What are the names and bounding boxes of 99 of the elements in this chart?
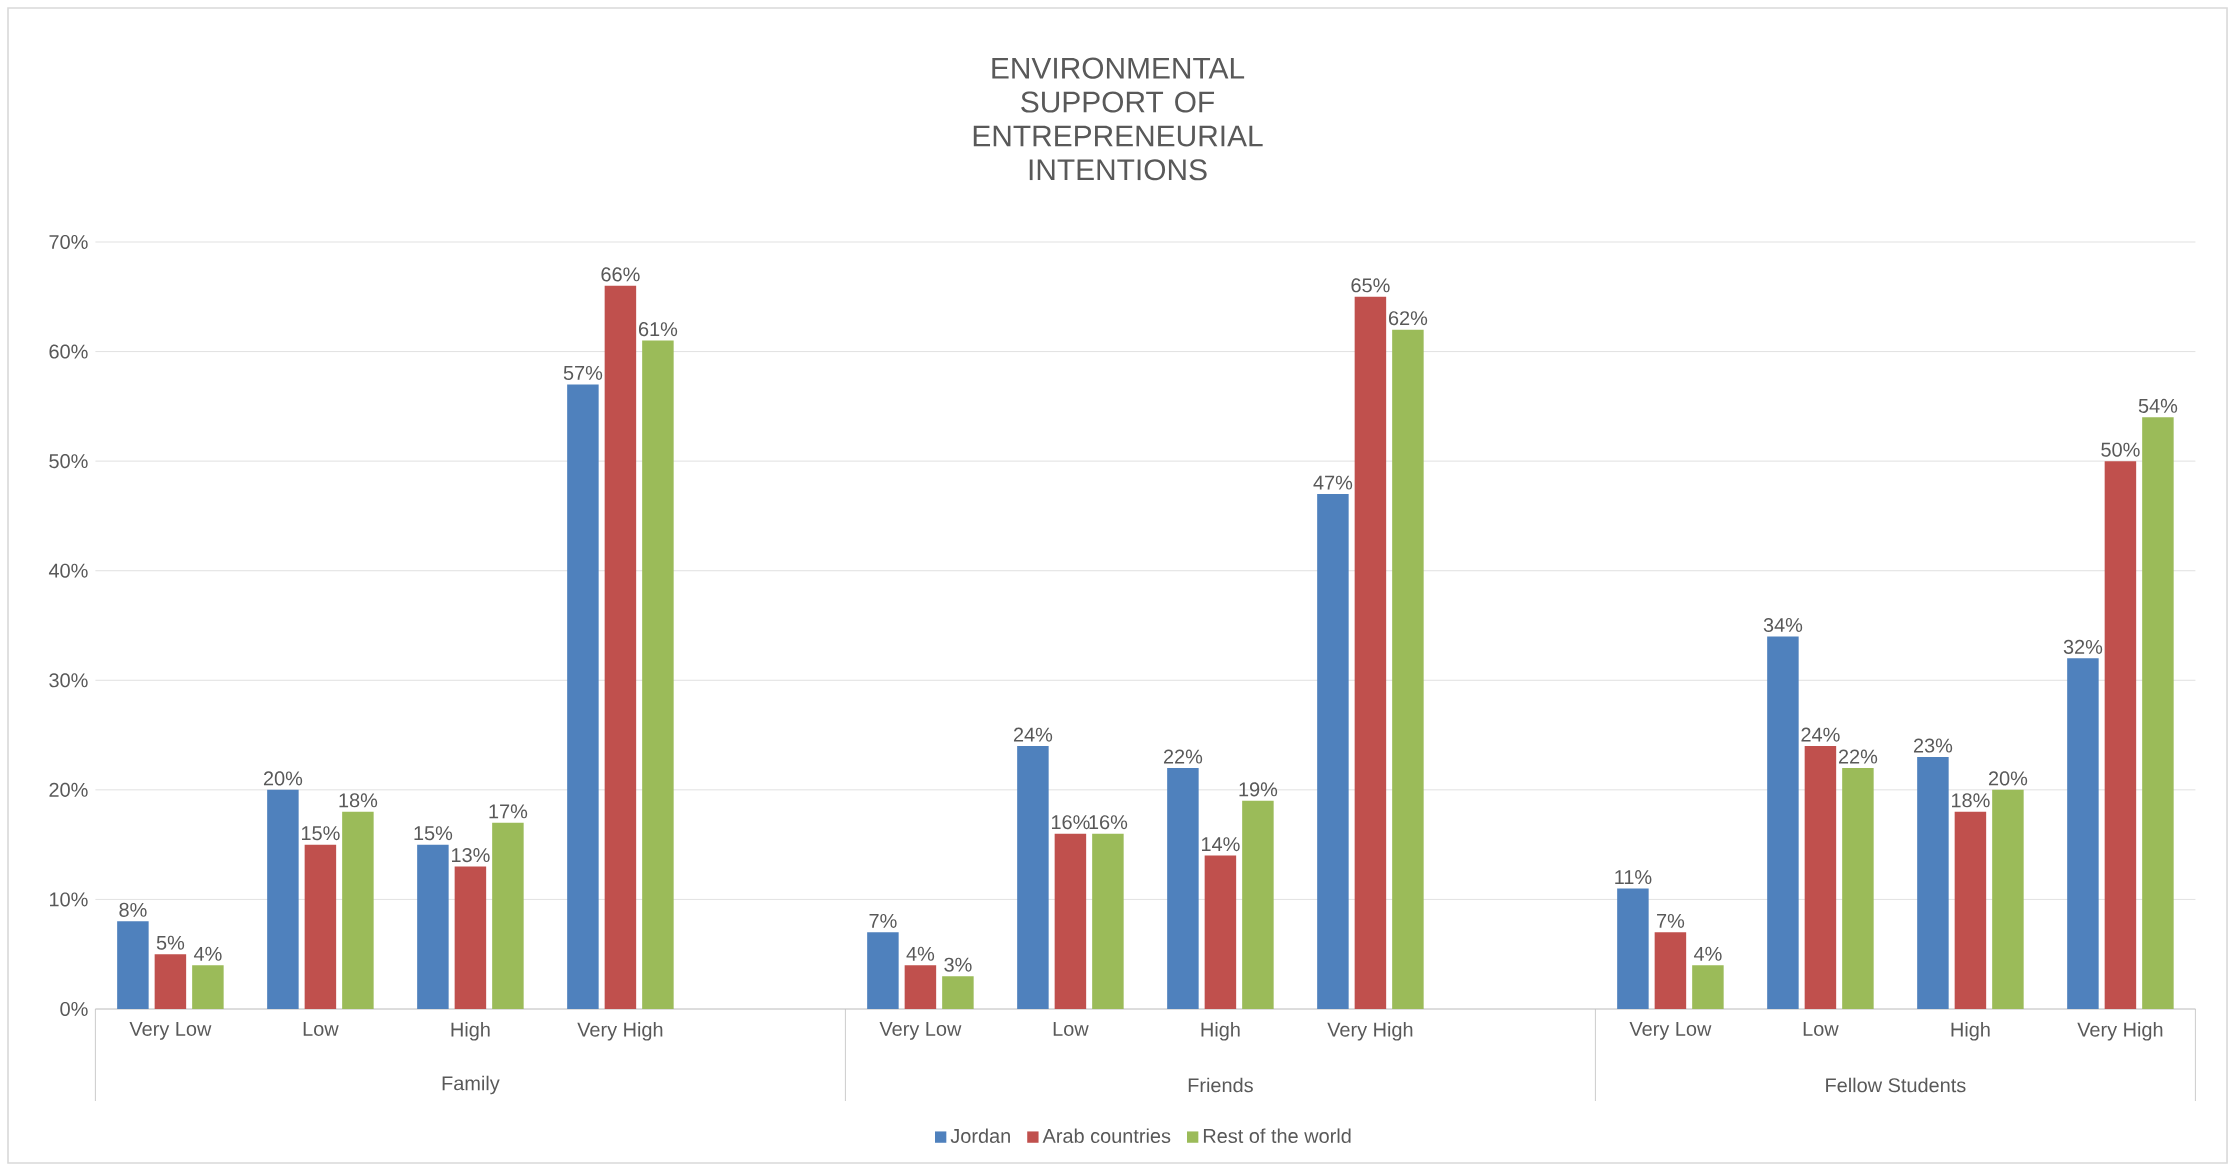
x-tick-label: Very Low [879,1022,962,1040]
bar [492,822,524,1009]
data-label: 32% [2063,639,2103,654]
y-tick-label: 10% [50,892,88,907]
bar [1354,296,1387,1009]
data-label: 66% [601,267,640,282]
bar [1692,965,1724,1009]
data-label: 13% [451,848,490,863]
bar [1804,746,1837,1009]
data-label: 65% [1351,278,1390,293]
y-tick-label: 60% [49,344,88,359]
data-label: 62% [1388,311,1428,326]
text: Friends [1188,1077,1253,1093]
bar [642,340,674,1009]
bar [117,921,149,1009]
bar [1092,833,1124,1009]
x-tick-label: Low [1803,1022,1839,1036]
data-label: 11% [1615,870,1652,885]
bar [1317,494,1349,1009]
data-label: 15% [301,826,340,841]
bar [192,965,224,1009]
data-label: 57% [563,366,603,381]
data-label: 19% [1239,782,1278,797]
y-tick-label: 70% [49,234,88,250]
data-label: 50% [2101,442,2140,457]
data-label: 24% [1013,727,1053,742]
bar [154,954,187,1009]
bar [1842,767,1874,1009]
bar [2104,461,2137,1009]
legend-label: Rest of the world [1203,1128,1351,1144]
bar [2067,658,2099,1009]
x-tick-label: Very High [1327,1022,1413,1041]
bar [1954,811,1987,1009]
bar [1917,756,1949,1009]
bar [1167,767,1199,1009]
y-tick-label: 30% [49,673,88,688]
data-label: 7% [869,913,897,928]
data-label: 24% [1801,727,1840,742]
x-tick-label: Very Low [129,1022,212,1040]
bar [1392,329,1424,1009]
x-tick-label: Low [1053,1022,1089,1036]
legend-label: Arab countries [1042,1128,1171,1144]
x-tick-label: High [1951,1022,1990,1041]
data-label: 7% [1657,913,1685,928]
data-label: 18% [1952,793,1990,808]
bar [1654,932,1687,1009]
data-label: 22% [1163,749,1203,764]
data-label: 47% [1313,475,1353,490]
x-tick-label: Very High [577,1022,663,1041]
bar [867,932,899,1009]
y-tick-label: 40% [48,563,88,578]
bar [1054,833,1087,1009]
bar [604,285,637,1009]
data-label: 34% [1763,617,1803,633]
bar [1017,746,1049,1009]
data-label: 16% [1089,815,1128,830]
x-tick-label: Very Low [1629,1022,1712,1040]
data-label: 23% [1913,738,1953,753]
text: Family [442,1075,500,1095]
text: Fellow Students [1826,1077,1966,1093]
bar [304,844,337,1009]
x-tick-label: High [451,1022,490,1041]
data-label: 54% [2138,398,2178,413]
bar [267,789,299,1009]
data-label: 4% [906,946,935,961]
y-tick-label: 20% [49,782,88,797]
legend-label: Jordan [950,1128,1010,1144]
chart-title: ENVIRONMENTAL SUPPORT OF ENTREPRENEURIAL INTENTIONS [973,57,1263,181]
data-label: 17% [489,804,528,819]
bar [1242,800,1274,1009]
data-label: 3% [944,957,972,972]
bar [417,844,449,1009]
y-tick-label: 50% [49,454,88,469]
bar [2142,417,2174,1009]
data-label: 18% [339,793,378,808]
bar [1617,888,1649,1009]
data-label: 22% [1838,749,1878,764]
bar [454,866,487,1009]
bar [1767,636,1799,1009]
bar [1204,855,1237,1009]
y-tick-label: 0% [60,1001,88,1017]
data-label: 4% [193,946,222,961]
x-tick-label: Low [303,1022,339,1036]
bar [942,976,974,1009]
data-label: 20% [1988,771,2028,786]
data-label: 14% [1202,837,1240,852]
data-label: 5% [156,935,185,950]
bar [1992,789,2024,1009]
x-tick-label: High [1201,1022,1240,1041]
data-label: 16% [1052,815,1090,830]
bar [567,384,599,1009]
data-label: 8% [119,902,147,917]
bar [904,965,937,1009]
data-label: 20% [263,771,303,786]
data-label: 61% [638,322,678,337]
data-label: 4% [1693,946,1722,961]
bar [342,811,374,1009]
x-tick-label: Very High [2077,1022,2163,1041]
data-label: 15% [414,826,453,841]
